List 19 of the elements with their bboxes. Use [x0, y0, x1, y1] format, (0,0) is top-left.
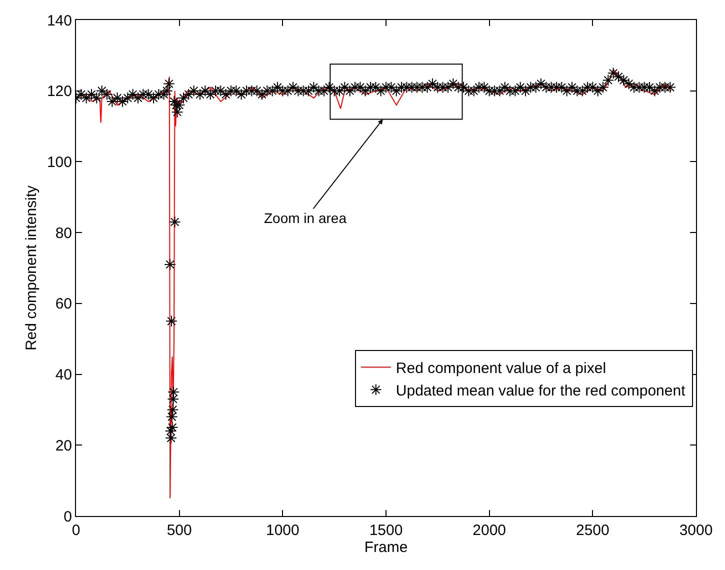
y-axis-title: Red component intensity [23, 184, 40, 351]
x-axis-title: Frame [364, 539, 408, 556]
y-tick-label: 120 [46, 83, 72, 100]
legend-label: Red component value of a pixel [396, 360, 606, 377]
legend-label: Updated mean value for the red component [396, 382, 686, 400]
x-tick-label: 3000 [679, 522, 713, 539]
x-tick-label: 1500 [369, 522, 403, 539]
y-tick-label: 60 [55, 296, 72, 313]
y-tick-label: 80 [55, 224, 72, 242]
x-tick-label: 2500 [576, 522, 610, 539]
y-tick-label: 20 [55, 437, 72, 454]
x-tick-label: 2000 [472, 522, 506, 539]
x-tick-label: 1000 [266, 522, 300, 539]
y-tick-label: 140 [46, 12, 72, 30]
y-tick-label: 0 [64, 508, 72, 526]
y-tick-label: 40 [55, 366, 72, 384]
y-tick-label: 100 [46, 154, 72, 171]
x-tick-label: 500 [166, 522, 192, 539]
annotation: Zoom in area [264, 210, 347, 226]
